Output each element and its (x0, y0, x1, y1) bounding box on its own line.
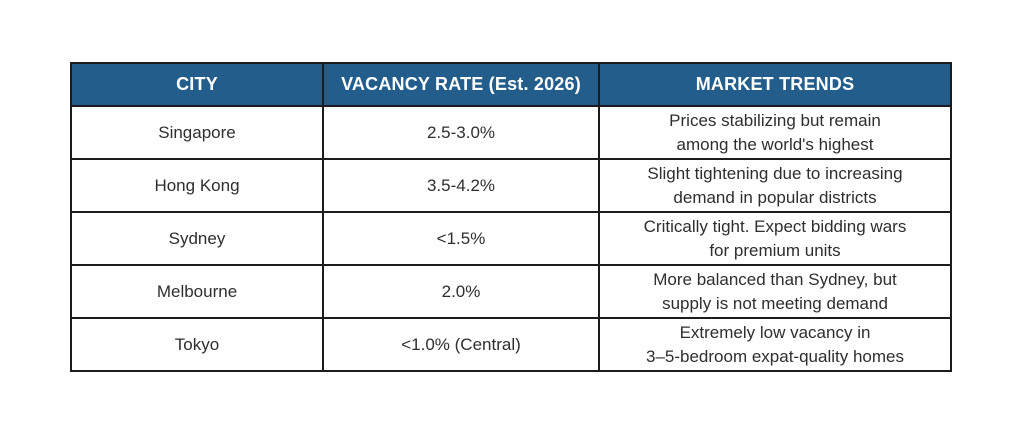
trend-line-2: demand in popular districts (673, 187, 877, 207)
trend-line-2: for premium units (709, 240, 841, 260)
trend-line-2: 3–5-bedroom expat-quality homes (646, 346, 904, 366)
cell-vacancy-rate: 3.5-4.2% (322, 158, 600, 213)
column-header-city: CITY (70, 62, 324, 107)
cell-city: Tokyo (70, 317, 324, 372)
table-row: Hong Kong 3.5-4.2% Slight tightening due… (70, 158, 952, 213)
trend-line-1: Critically tight. Expect bidding wars (643, 216, 907, 236)
cell-market-trends: Prices stabilizing but remain among the … (598, 105, 952, 160)
cell-city: Melbourne (70, 264, 324, 319)
cell-vacancy-rate: <1.0% (Central) (322, 317, 600, 372)
cell-city: Sydney (70, 211, 324, 266)
table-row: Melbourne 2.0% More balanced than Sydney… (70, 264, 952, 319)
cell-market-trends: Extremely low vacancy in 3–5-bedroom exp… (598, 317, 952, 372)
trend-line-2: among the world's highest (676, 134, 874, 154)
trend-line-2: supply is not meeting demand (662, 293, 888, 313)
cell-market-trends: More balanced than Sydney, but supply is… (598, 264, 952, 319)
table-header-row: CITY VACANCY RATE (Est. 2026) MARKET TRE… (70, 62, 952, 107)
table-row: Tokyo <1.0% (Central) Extremely low vaca… (70, 317, 952, 372)
table-row: Sydney <1.5% Critically tight. Expect bi… (70, 211, 952, 266)
cell-city: Singapore (70, 105, 324, 160)
cell-vacancy-rate: <1.5% (322, 211, 600, 266)
cell-vacancy-rate: 2.0% (322, 264, 600, 319)
trend-line-1: Extremely low vacancy in (679, 322, 871, 342)
trend-line-1: More balanced than Sydney, but (653, 269, 897, 289)
column-header-market-trends: MARKET TRENDS (598, 62, 952, 107)
table-row: Singapore 2.5-3.0% Prices stabilizing bu… (70, 105, 952, 160)
cell-vacancy-rate: 2.5-3.0% (322, 105, 600, 160)
cell-market-trends: Critically tight. Expect bidding wars fo… (598, 211, 952, 266)
trend-line-1: Prices stabilizing but remain (669, 110, 881, 130)
cell-market-trends: Slight tightening due to increasing dema… (598, 158, 952, 213)
column-header-vacancy-rate: VACANCY RATE (Est. 2026) (322, 62, 600, 107)
trend-line-1: Slight tightening due to increasing (647, 163, 903, 183)
cell-city: Hong Kong (70, 158, 324, 213)
vacancy-rate-table: CITY VACANCY RATE (Est. 2026) MARKET TRE… (70, 62, 952, 372)
